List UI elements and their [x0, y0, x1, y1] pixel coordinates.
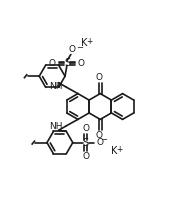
Text: O: O — [82, 152, 89, 161]
Text: O: O — [96, 138, 103, 147]
Text: −: − — [76, 43, 83, 52]
Text: S: S — [83, 138, 89, 148]
Text: O: O — [96, 131, 103, 140]
Text: O: O — [68, 45, 75, 54]
Text: O: O — [78, 59, 85, 68]
Text: NH: NH — [49, 82, 62, 91]
Text: +: + — [86, 37, 93, 46]
Text: S: S — [64, 58, 70, 68]
Text: K: K — [81, 37, 87, 47]
Text: O: O — [82, 124, 89, 133]
Text: K: K — [111, 146, 118, 156]
Text: O: O — [96, 73, 103, 82]
Text: O: O — [49, 59, 55, 68]
Text: +: + — [116, 145, 123, 154]
Text: −: − — [101, 136, 108, 145]
Text: NH: NH — [49, 122, 62, 131]
